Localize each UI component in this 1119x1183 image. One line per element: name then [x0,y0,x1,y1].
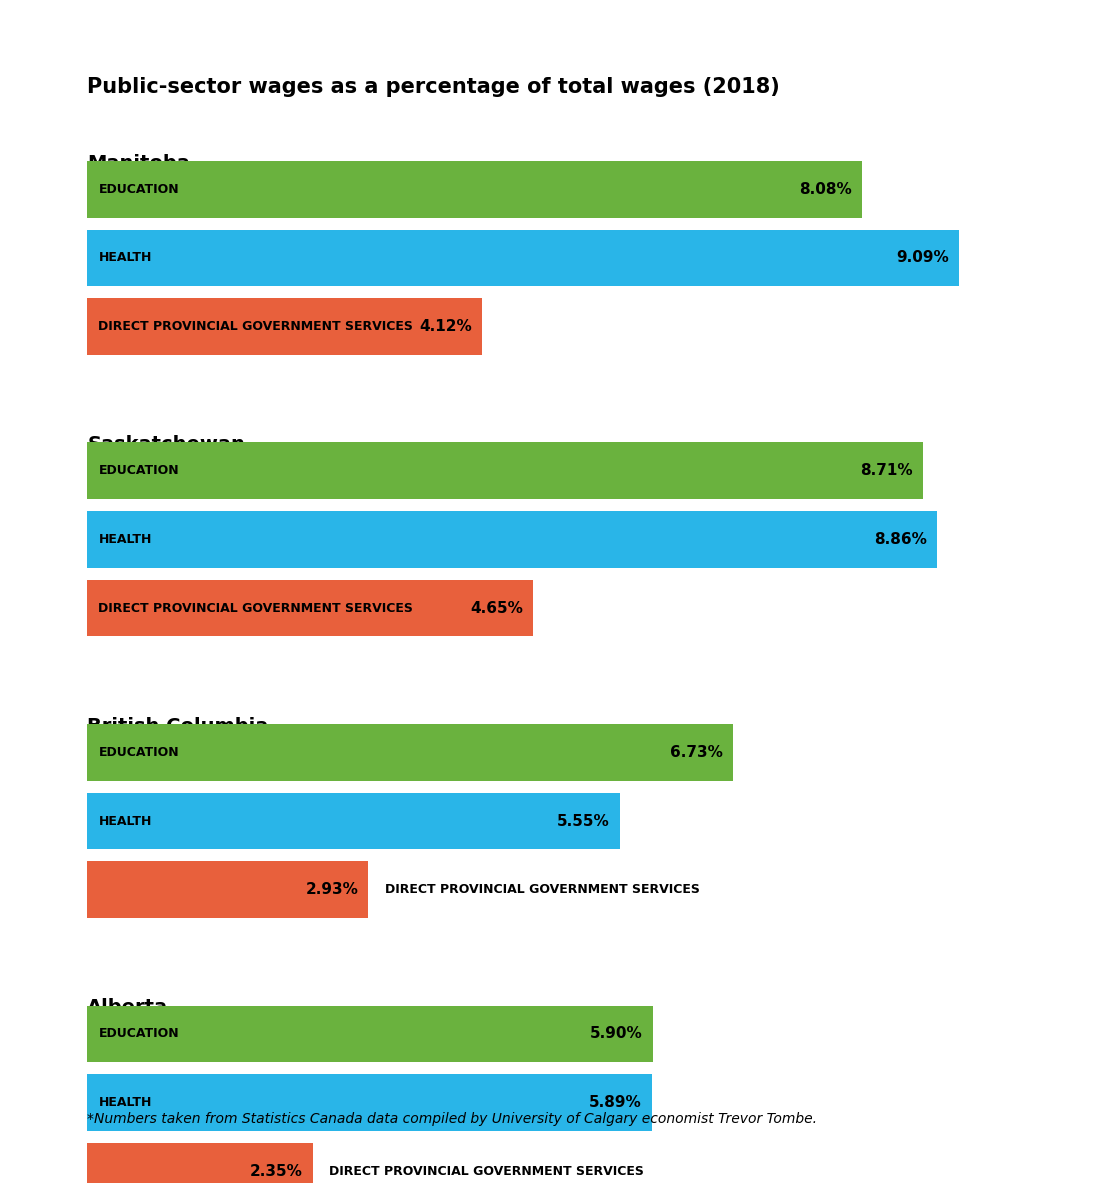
FancyBboxPatch shape [87,580,534,636]
Text: EDUCATION: EDUCATION [98,465,179,477]
Text: 5.90%: 5.90% [590,1027,643,1041]
Text: HEALTH: HEALTH [98,1097,152,1108]
FancyBboxPatch shape [87,1006,653,1062]
Text: British Columbia: British Columbia [87,717,269,736]
Text: EDUCATION: EDUCATION [98,183,179,195]
FancyBboxPatch shape [87,442,922,499]
Text: 4.12%: 4.12% [420,319,472,334]
FancyBboxPatch shape [87,1074,652,1131]
Text: EDUCATION: EDUCATION [98,746,179,758]
FancyBboxPatch shape [87,230,959,286]
FancyBboxPatch shape [87,724,733,781]
Text: HEALTH: HEALTH [98,252,152,264]
Text: DIRECT PROVINCIAL GOVERNMENT SERVICES: DIRECT PROVINCIAL GOVERNMENT SERVICES [98,602,413,614]
Text: EDUCATION: EDUCATION [98,1028,179,1040]
Text: 9.09%: 9.09% [896,251,949,265]
Text: DIRECT PROVINCIAL GOVERNMENT SERVICES: DIRECT PROVINCIAL GOVERNMENT SERVICES [98,321,413,332]
Text: 2.35%: 2.35% [250,1164,302,1178]
Text: *Numbers taken from Statistics Canada data compiled by University of Calgary eco: *Numbers taken from Statistics Canada da… [87,1112,817,1126]
FancyBboxPatch shape [87,861,368,918]
Text: 8.86%: 8.86% [874,532,927,547]
Text: 8.71%: 8.71% [859,464,912,478]
Text: 5.89%: 5.89% [590,1095,642,1110]
FancyBboxPatch shape [87,793,620,849]
Text: 8.08%: 8.08% [799,182,852,196]
FancyBboxPatch shape [87,298,482,355]
Text: DIRECT PROVINCIAL GOVERNMENT SERVICES: DIRECT PROVINCIAL GOVERNMENT SERVICES [329,1165,645,1177]
Text: DIRECT PROVINCIAL GOVERNMENT SERVICES: DIRECT PROVINCIAL GOVERNMENT SERVICES [385,884,699,896]
Text: Saskatchewan: Saskatchewan [87,435,245,454]
FancyBboxPatch shape [87,511,937,568]
Text: Alberta: Alberta [87,998,168,1017]
Text: 6.73%: 6.73% [670,745,723,759]
Text: 5.55%: 5.55% [556,814,610,828]
FancyBboxPatch shape [87,161,862,218]
FancyBboxPatch shape [87,1143,312,1183]
Text: 4.65%: 4.65% [470,601,524,615]
Text: 2.93%: 2.93% [305,883,358,897]
Text: Manitoba: Manitoba [87,154,190,173]
Text: HEALTH: HEALTH [98,534,152,545]
Text: Public-sector wages as a percentage of total wages (2018): Public-sector wages as a percentage of t… [87,77,780,97]
Text: HEALTH: HEALTH [98,815,152,827]
